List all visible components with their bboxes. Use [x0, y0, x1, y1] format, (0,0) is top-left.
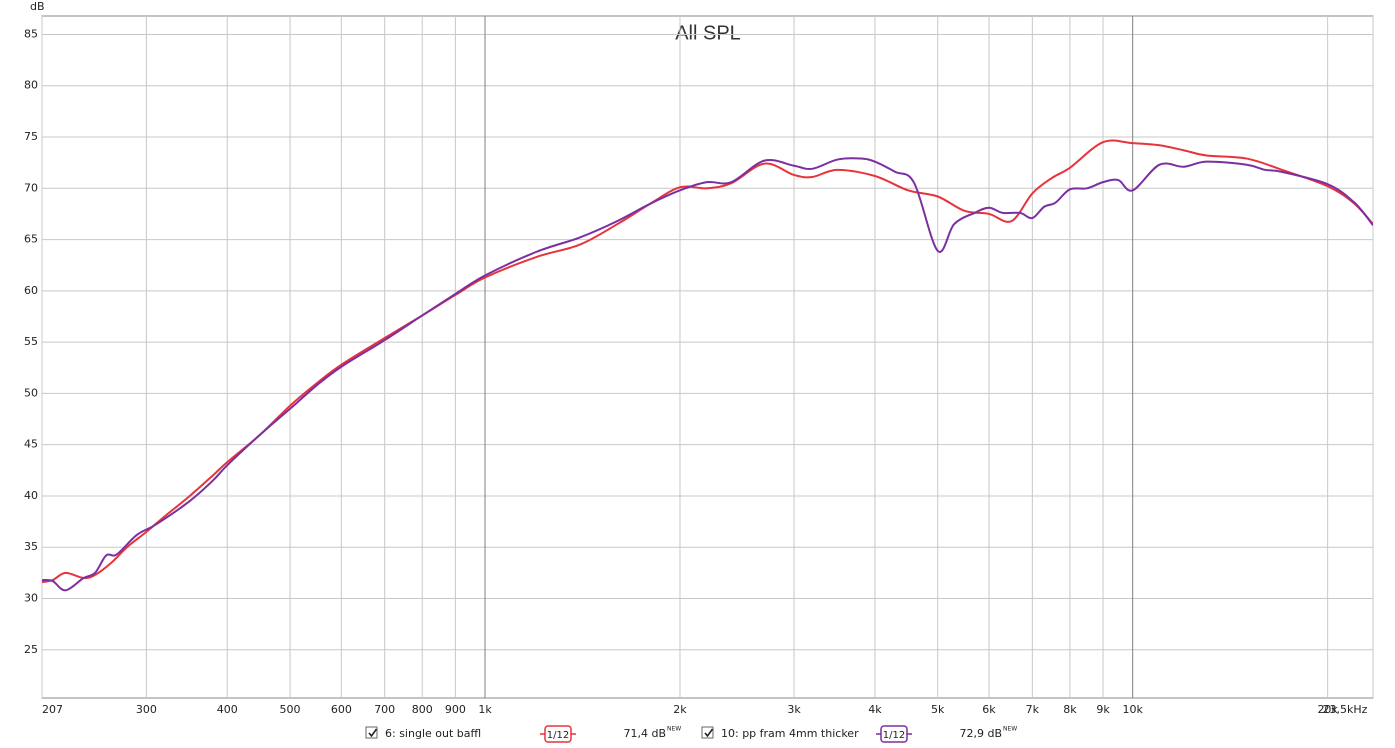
- checkmark: [704, 728, 714, 738]
- x-tick-label: 207: [42, 703, 63, 716]
- y-tick-label: 40: [24, 489, 38, 502]
- level-tag: NEW: [667, 726, 681, 733]
- y-tick-label: 80: [24, 79, 38, 92]
- legend-label: 10: pp fram 4mm thicker: [721, 727, 859, 740]
- x-tick-label: 900: [445, 703, 466, 716]
- chart-title: All SPL: [675, 22, 741, 44]
- curve: [42, 139, 1373, 584]
- smoothing-label: 1/12: [883, 730, 905, 741]
- curve: [42, 157, 1373, 592]
- x-tick-label: 600: [331, 703, 352, 716]
- legend-label: 6: single out baffl: [385, 727, 481, 740]
- y-tick-label: 70: [24, 181, 38, 194]
- y-tick-label: 50: [24, 386, 38, 399]
- x-tick-label: 2k: [673, 703, 687, 716]
- x-tick-label: 500: [280, 703, 301, 716]
- x-tick-label: 6k: [982, 703, 996, 716]
- legend-entry[interactable]: 6: single out baffl 1/12 71,4 dB NEW: [365, 725, 681, 743]
- x-tick-label: 7k: [1026, 703, 1040, 716]
- x-tick-label: 700: [374, 703, 395, 716]
- x-tick-label: 10k: [1122, 703, 1143, 716]
- y-tick-label: 75: [24, 130, 38, 143]
- legend-level: 72,9 dB: [959, 727, 1002, 740]
- smoothing-box: [880, 725, 908, 743]
- y-tick-label: 55: [24, 335, 38, 348]
- y-tick-label: 30: [24, 592, 38, 605]
- x-tick-label: 300: [136, 703, 157, 716]
- legend-checkbox[interactable]: [701, 726, 714, 739]
- x-tick-label: 9k: [1096, 703, 1110, 716]
- smoothing-box: [544, 725, 572, 743]
- x-tick-label: 4k: [868, 703, 882, 716]
- y-tick-label: 25: [24, 643, 38, 656]
- legend-checkbox[interactable]: [365, 726, 378, 739]
- level-tag: NEW: [1003, 726, 1017, 733]
- y-tick-label: 85: [24, 27, 38, 40]
- legend-level: 71,4 dB: [623, 727, 666, 740]
- x-tick-label: 1k: [478, 703, 492, 716]
- y-tick-label: 45: [24, 438, 38, 451]
- x-tick-label: 5k: [931, 703, 945, 716]
- plot-frame: [41, 15, 1374, 699]
- y-tick-label: 60: [24, 284, 38, 297]
- y-axis-label: dB: [30, 0, 45, 13]
- x-tick-label: 8k: [1063, 703, 1077, 716]
- x-tick-label: 400: [217, 703, 238, 716]
- x-tick-label: 3k: [787, 703, 801, 716]
- x-tick-label: 23,5kHz: [1323, 703, 1368, 716]
- x-tick-label: 20k: [1317, 703, 1338, 716]
- y-tick-label: 35: [24, 540, 38, 553]
- checkmark: [368, 728, 378, 738]
- grid: [41, 16, 1374, 698]
- y-tick-label: 65: [24, 233, 38, 246]
- x-tick-label: 800: [412, 703, 433, 716]
- legend-entry[interactable]: 10: pp fram 4mm thicker 1/12 72,9 dB NEW: [701, 725, 1017, 743]
- smoothing-label: 1/12: [547, 730, 569, 741]
